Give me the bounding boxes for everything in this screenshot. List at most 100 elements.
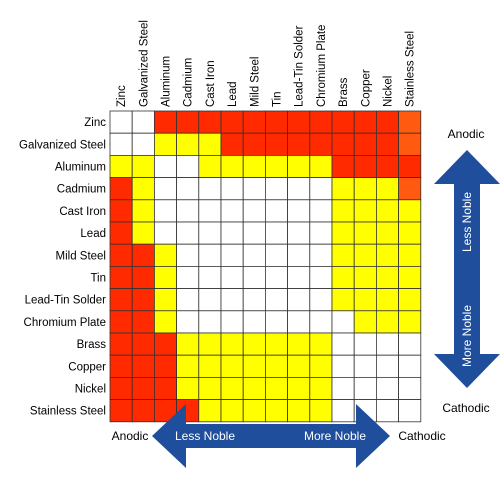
grid-cell	[309, 199, 333, 223]
grid-cell	[309, 354, 333, 378]
grid-cell	[220, 265, 244, 289]
horizontal-arrow-right-text: More Noble	[304, 429, 366, 443]
grid-cell	[153, 265, 177, 289]
grid-cell	[198, 243, 222, 267]
column-label: Mild Steel	[249, 57, 261, 108]
column-label: Galvanized Steel	[138, 20, 150, 107]
grid-cell	[398, 310, 422, 334]
grid-cell	[375, 354, 399, 378]
grid-cell	[264, 243, 288, 267]
grid-cell	[331, 199, 355, 223]
column-label: Cadmium	[183, 58, 195, 107]
grid-cell	[220, 154, 244, 178]
grid-cell	[398, 288, 422, 312]
vertical-arrow-lower-text: More Noble	[460, 305, 474, 367]
grid-cell	[153, 221, 177, 245]
grid-cell	[331, 376, 355, 400]
grid-cell	[353, 332, 377, 356]
grid-cell	[198, 399, 222, 423]
grid-cell	[198, 132, 222, 156]
grid-cell	[109, 354, 133, 378]
grid-cell	[353, 221, 377, 245]
grid-cell	[153, 288, 177, 312]
grid-cell	[353, 243, 377, 267]
grid-cell	[309, 154, 333, 178]
row-label: Lead-Tin Solder	[25, 295, 107, 307]
grid-cell	[198, 199, 222, 223]
grid-cell	[131, 110, 155, 134]
grid-cell	[331, 332, 355, 356]
grid-cell	[309, 132, 333, 156]
grid-cell	[264, 132, 288, 156]
row-label: Aluminum	[55, 162, 106, 174]
grid-cell	[309, 221, 333, 245]
grid-cell	[153, 154, 177, 178]
grid-cell	[309, 265, 333, 289]
horizontal-arrow-shape	[152, 404, 390, 468]
grid-cell	[153, 310, 177, 334]
grid-cell	[176, 154, 200, 178]
grid-cell	[131, 243, 155, 267]
grid-cell	[176, 376, 200, 400]
column-label: Brass	[338, 77, 350, 107]
grid-cell	[353, 132, 377, 156]
grid-cell	[264, 332, 288, 356]
grid-cell	[131, 221, 155, 245]
grid-cell	[220, 354, 244, 378]
grid-cell	[375, 288, 399, 312]
grid-cell	[220, 332, 244, 356]
column-label: Cast Iron	[205, 60, 217, 107]
grid-cell	[287, 399, 311, 423]
grid-cell	[109, 221, 133, 245]
grid-cell	[176, 332, 200, 356]
row-label: Cast Iron	[59, 206, 106, 218]
column-label: Lead-Tin Solder	[294, 25, 306, 107]
grid-cell	[287, 110, 311, 134]
grid-cell	[264, 221, 288, 245]
grid-cell	[242, 332, 266, 356]
grid-cell	[353, 310, 377, 334]
grid-cell	[375, 243, 399, 267]
grid-cell	[242, 310, 266, 334]
horizontal-arrow: Anodic Less Noble More Noble Cathodic	[112, 404, 446, 468]
grid-cell	[198, 110, 222, 134]
column-label: Stainless Steel	[405, 31, 417, 107]
grid-cell	[398, 265, 422, 289]
grid-cell	[287, 376, 311, 400]
row-label: Copper	[68, 361, 106, 373]
grid-cell	[220, 288, 244, 312]
grid-cell	[353, 110, 377, 134]
grid-cell	[287, 354, 311, 378]
grid-cell	[220, 132, 244, 156]
grid-cell	[220, 177, 244, 201]
grid-cell	[287, 132, 311, 156]
column-label: Nickel	[383, 76, 395, 107]
grid-cell	[131, 132, 155, 156]
grid-cell	[220, 199, 244, 223]
grid-cell	[398, 354, 422, 378]
grid-cell	[309, 177, 333, 201]
grid-cell	[242, 177, 266, 201]
grid-cell	[153, 110, 177, 134]
grid-cell	[264, 376, 288, 400]
grid-cell	[242, 132, 266, 156]
grid-cell	[153, 332, 177, 356]
grid-cell	[198, 376, 222, 400]
grid-cell	[109, 132, 133, 156]
column-labels: Zinc Galvanized Steel Aluminum Cadmium Cast …	[116, 20, 417, 107]
grid-cell	[264, 354, 288, 378]
column-label: Aluminum	[161, 56, 173, 107]
grid-cell	[309, 288, 333, 312]
vertical-arrow: Anodic Less Noble More Noble Cathodic	[434, 127, 500, 415]
column-label: Zinc	[116, 85, 128, 107]
column-label: Lead	[227, 81, 239, 107]
grid-cell	[153, 132, 177, 156]
grid-cell	[264, 110, 288, 134]
grid-cell	[264, 199, 288, 223]
grid-cell	[220, 376, 244, 400]
grid-cell	[331, 132, 355, 156]
grid-cell	[176, 132, 200, 156]
grid-cell	[131, 354, 155, 378]
grid-cell	[398, 399, 422, 423]
grid-cell	[398, 132, 422, 156]
